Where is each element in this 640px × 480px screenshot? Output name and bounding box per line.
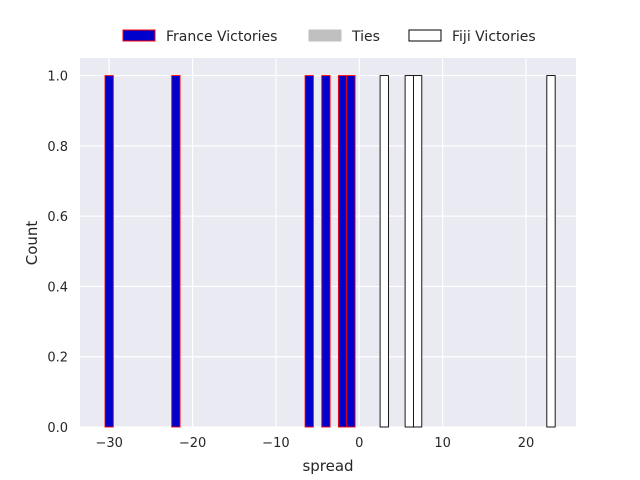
y-tick-label: 0.0 (47, 421, 68, 436)
legend-swatch (122, 29, 156, 42)
x-tick-label: −10 (262, 436, 289, 451)
bars (104, 75, 556, 428)
x-tick-label: −30 (95, 436, 122, 451)
y-tick-label: 0.4 (47, 280, 68, 295)
y-tick-label: 0.2 (47, 351, 68, 366)
y-tick-labels: 0.0 0.2 0.4 0.6 0.8 1.0 (47, 70, 68, 436)
x-tick-label: −20 (179, 436, 206, 451)
histogram-bar (546, 75, 556, 428)
histogram-bar (379, 75, 389, 428)
y-axis-label: Count (23, 221, 41, 266)
histogram-bar (304, 75, 314, 428)
histogram-bar (337, 75, 348, 428)
x-tick-label: 0 (355, 436, 363, 451)
histogram-bar (346, 75, 356, 428)
legend: France Victories Ties Fiji Victories (122, 29, 536, 45)
y-tick-label: 0.6 (47, 210, 68, 225)
histogram-bar (321, 75, 331, 428)
legend-label: Fiji Victories (452, 29, 536, 45)
legend-label: France Victories (166, 29, 277, 45)
histogram-bar (412, 75, 423, 428)
x-tick-labels: −30 −20 −10 0 10 20 (95, 436, 534, 451)
legend-swatch (308, 29, 342, 42)
legend-swatch (408, 29, 442, 42)
legend-label: Ties (351, 29, 380, 45)
histogram-bar (171, 75, 181, 428)
y-tick-label: 0.8 (47, 140, 68, 155)
histogram-bar (104, 75, 114, 428)
x-tick-label: 20 (518, 436, 535, 451)
y-tick-label: 1.0 (47, 70, 68, 85)
x-tick-label: 10 (434, 436, 451, 451)
histogram-bar (404, 75, 414, 428)
x-axis-label: spread (302, 457, 353, 475)
